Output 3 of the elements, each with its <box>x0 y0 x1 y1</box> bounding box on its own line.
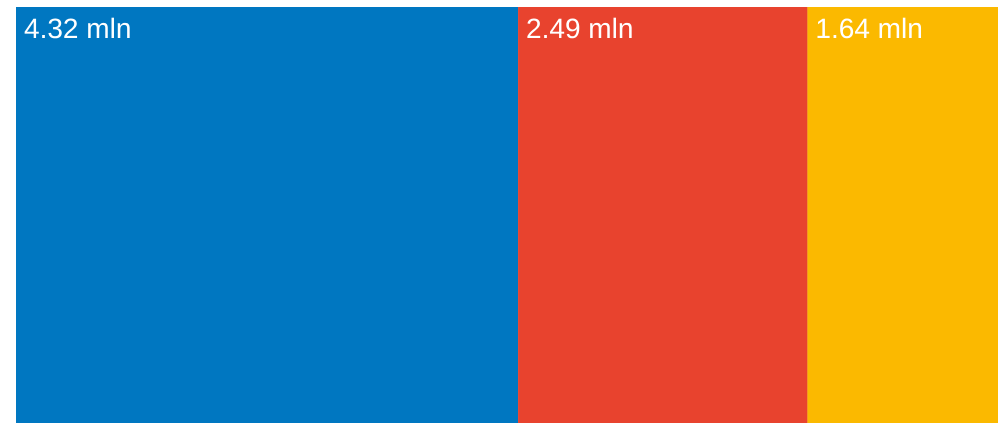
data-label: 2.49 mln <box>526 13 634 44</box>
data-label: 1.64 mln <box>815 13 923 44</box>
data-label: 4.32 mln <box>24 13 132 44</box>
